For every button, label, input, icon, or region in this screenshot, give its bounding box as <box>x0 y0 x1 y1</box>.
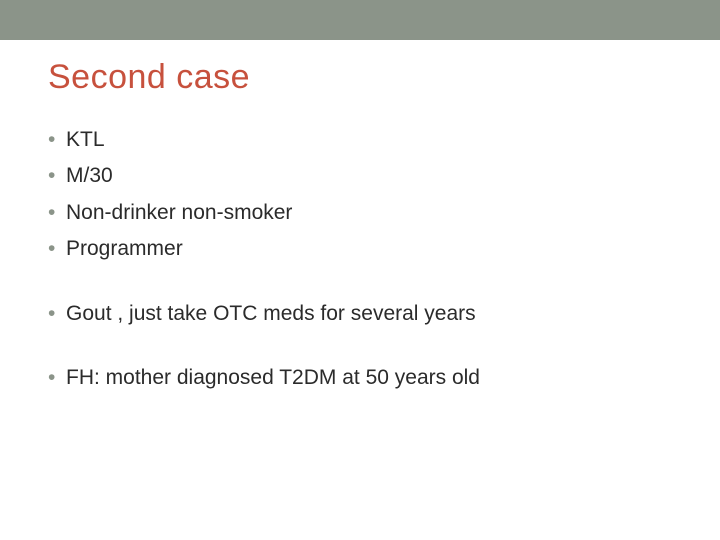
list-item: KTL <box>48 125 672 155</box>
list-item: Gout , just take OTC meds for several ye… <box>48 299 672 329</box>
list-item: FH: mother diagnosed T2DM at 50 years ol… <box>48 363 672 393</box>
bullet-group-2: Gout , just take OTC meds for several ye… <box>48 299 672 329</box>
list-item: Programmer <box>48 234 672 264</box>
list-item: M/30 <box>48 161 672 191</box>
bullet-group-1: KTL M/30 Non-drinker non-smoker Programm… <box>48 125 672 265</box>
slide-title: Second case <box>48 58 672 97</box>
spacer <box>48 271 672 299</box>
top-bar <box>0 0 720 40</box>
list-item: Non-drinker non-smoker <box>48 198 672 228</box>
bullet-group-3: FH: mother diagnosed T2DM at 50 years ol… <box>48 363 672 393</box>
slide-content: Second case KTL M/30 Non-drinker non-smo… <box>0 40 720 394</box>
spacer <box>48 335 672 363</box>
